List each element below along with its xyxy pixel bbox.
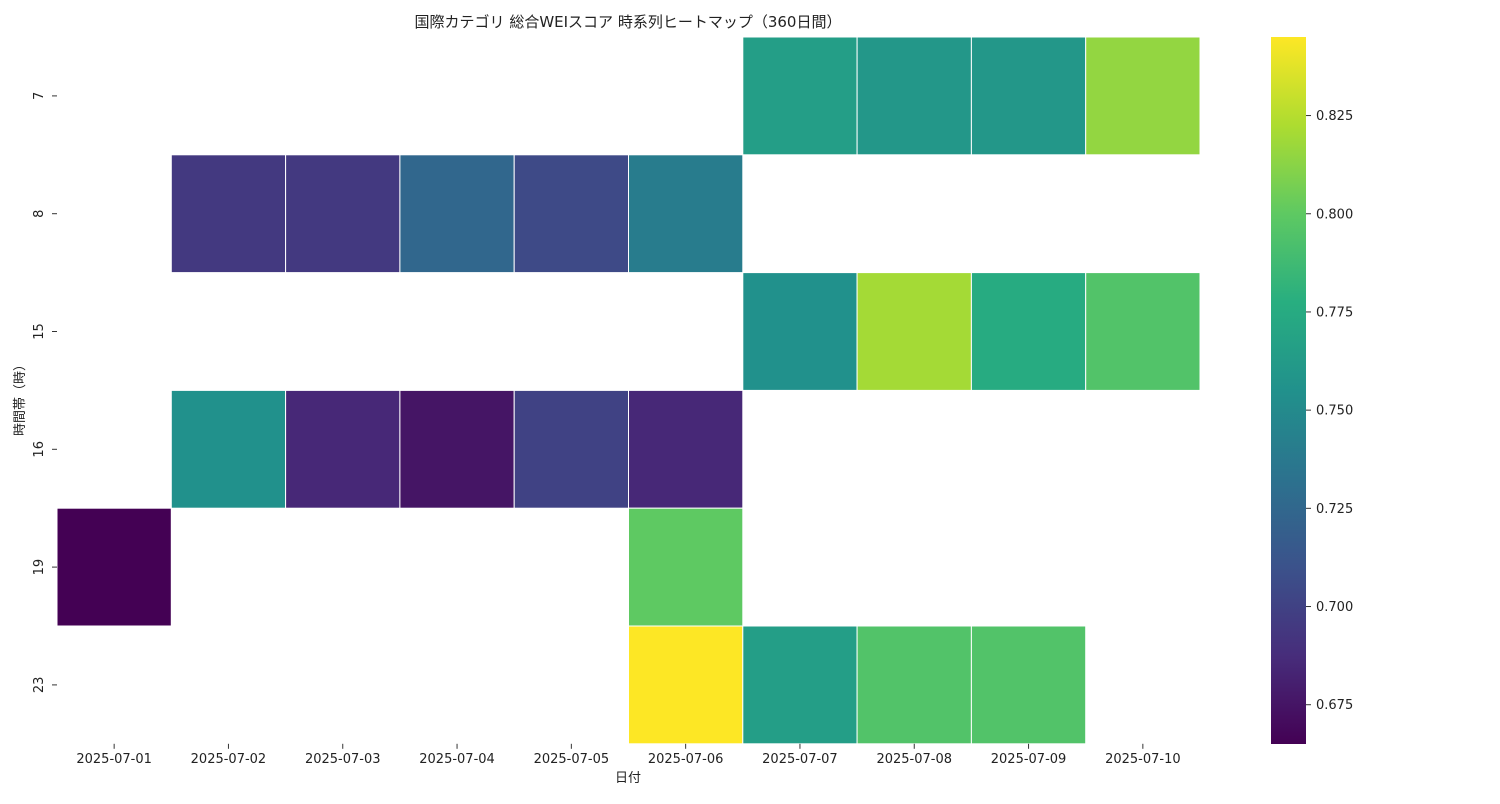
y-tick-label: 8 (32, 210, 47, 218)
x-tick-label: 2025-07-05 (534, 752, 610, 767)
y-tick-label: 19 (32, 559, 47, 576)
colorbar-ticks: 0.675 0.700 0.725 0.750 0.775 0.800 0.825 (1306, 109, 1353, 713)
heatmap-cell (170, 154, 287, 274)
x-tick-label: 2025-07-07 (762, 752, 838, 767)
heatmap-cell (1085, 36, 1201, 156)
colorbar-tick-label: 0.725 (1316, 502, 1353, 517)
heatmap-cell (1085, 272, 1201, 391)
heatmap-cell (970, 36, 1087, 156)
heatmap-cell (628, 389, 744, 509)
heatmap-cell (285, 389, 401, 509)
heatmap-cell (285, 154, 401, 274)
x-tick-label: 2025-07-02 (191, 752, 267, 767)
x-tick-label: 2025-07-06 (648, 752, 724, 767)
x-tick-label: 2025-07-08 (876, 752, 952, 767)
colorbar-tick-label: 0.775 (1316, 305, 1353, 320)
chart-title: 国際カテゴリ 総合WEIスコア 時系列ヒートマップ（360日間） (415, 13, 842, 31)
colorbar-tick-label: 0.675 (1316, 698, 1353, 713)
x-tick-label: 2025-07-03 (305, 752, 381, 767)
heatmap-cell (970, 625, 1087, 745)
heatmap-cell (628, 507, 744, 627)
x-axis-ticks: 2025-07-01 2025-07-02 2025-07-03 2025-07-04… (76, 743, 1181, 767)
x-tick-label: 2025-07-01 (76, 752, 152, 767)
x-tick-label: 2025-07-10 (1105, 752, 1181, 767)
x-axis-label: 日付 (615, 771, 641, 786)
heatmap-cell (170, 389, 287, 509)
heatmap-cell (856, 272, 972, 391)
heatmap-cell (742, 272, 858, 391)
y-tick-label: 16 (32, 441, 47, 458)
heatmap-cell (742, 36, 858, 156)
heatmap-cell (399, 154, 515, 274)
heatmap-cell (513, 389, 630, 509)
colorbar-tick-label: 0.700 (1316, 600, 1353, 615)
heatmap-cell (970, 272, 1087, 391)
heatmap-cell (856, 625, 972, 745)
y-axis-label: 時間帯（時） (13, 358, 28, 436)
y-tick-label: 23 (32, 677, 47, 694)
y-axis-ticks: 7 8 15 16 19 23 (32, 92, 57, 693)
x-tick-label: 2025-07-04 (419, 752, 495, 767)
heatmap-cells (56, 36, 1201, 745)
heatmap-cell (56, 507, 172, 627)
heatmap-cell (628, 154, 744, 274)
x-tick-label: 2025-07-09 (991, 752, 1067, 767)
heatmap-cell (742, 625, 858, 745)
heatmap-cell (628, 625, 744, 745)
heatmap-cell (856, 36, 972, 156)
colorbar-tick-label: 0.825 (1316, 109, 1353, 124)
y-tick-label: 7 (32, 92, 47, 100)
colorbar (1271, 37, 1306, 744)
y-tick-label: 15 (32, 323, 47, 340)
heatmap-cell (513, 154, 630, 274)
heatmap-cell (399, 389, 515, 509)
colorbar-tick-label: 0.750 (1316, 404, 1353, 419)
colorbar-tick-label: 0.800 (1316, 207, 1353, 222)
